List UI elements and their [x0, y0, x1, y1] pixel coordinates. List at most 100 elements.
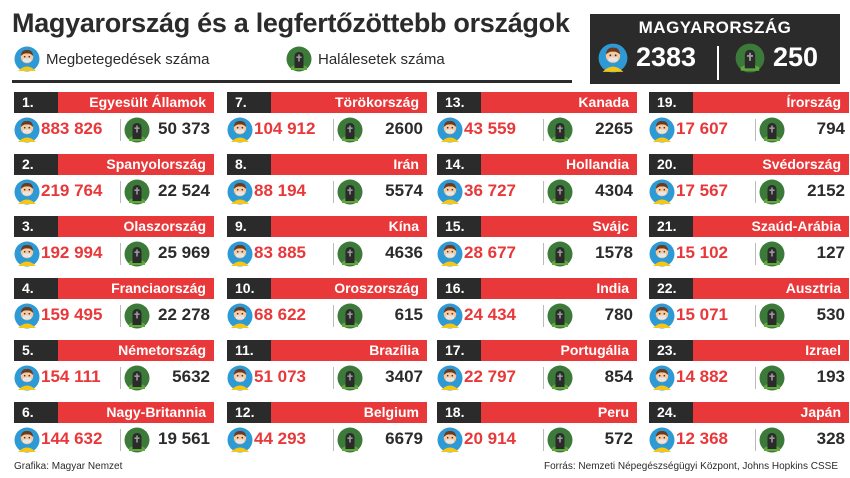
country-card: Portugália 17. 22 797 854 — [437, 338, 637, 400]
country-stats: 144 632 19 561 — [14, 427, 214, 453]
deaths-value: 572 — [604, 429, 633, 448]
country-stats: 36 727 4304 — [437, 179, 637, 205]
country-name: Olaszország — [52, 216, 214, 237]
gravestone-icon — [735, 43, 765, 73]
sick-person-icon — [598, 43, 628, 73]
country-rank: 8. — [227, 154, 271, 175]
country-card: Egyesült Államok 1. 883 826 50 373 — [14, 90, 214, 152]
country-card: Kanada 13. 43 559 2265 — [437, 90, 637, 152]
footer-source: Forrás: Nemzeti Népegészségügyi Központ,… — [543, 461, 838, 472]
gravestone-icon — [124, 303, 150, 329]
stat-divider — [543, 181, 544, 203]
country-header: Svájc 15. — [437, 216, 637, 237]
country-column: Írország 19. 17 607 794 Svédország 20. 17 567 2… — [649, 90, 849, 462]
deaths-value: 1578 — [595, 243, 633, 262]
gravestone-icon — [759, 303, 785, 329]
legend-deaths-label: Halálesetek száma — [318, 50, 445, 68]
country-header: Irán 8. — [227, 154, 427, 175]
country-name: Szaúd-Arábia — [687, 216, 849, 237]
gravestone-icon — [547, 303, 573, 329]
deaths-value: 4304 — [595, 181, 633, 200]
cases-value: 192 994 — [41, 243, 103, 262]
stat-divider — [120, 367, 121, 389]
cases-value: 219 764 — [41, 181, 103, 200]
stat-divider — [755, 119, 756, 141]
cases-value: 17 607 — [676, 119, 728, 138]
gravestone-icon — [759, 179, 785, 205]
hungary-title: MAGYARORSZÁG — [638, 18, 792, 37]
country-header: Németország 5. — [14, 340, 214, 361]
deaths-value: 2152 — [807, 181, 845, 200]
sick-person-icon — [227, 179, 253, 205]
country-stats: 12 368 328 — [649, 427, 849, 453]
country-stats: 15 071 530 — [649, 303, 849, 329]
stat-divider — [333, 243, 334, 265]
stat-divider — [333, 181, 334, 203]
country-name: Franciaország — [52, 278, 214, 299]
stat-divider — [755, 305, 756, 327]
stat-divider — [333, 305, 334, 327]
cases-value: 15 102 — [676, 243, 728, 262]
gravestone-icon — [547, 179, 573, 205]
deaths-value: 854 — [604, 367, 633, 386]
country-name: Kanada — [475, 92, 637, 113]
country-stats: 883 826 50 373 — [14, 117, 214, 143]
country-stats: 104 912 2600 — [227, 117, 427, 143]
deaths-value: 19 561 — [158, 429, 210, 448]
country-header: Szaúd-Arábia 21. — [649, 216, 849, 237]
country-card: Nagy-Britannia 6. 144 632 19 561 — [14, 400, 214, 462]
country-rank: 2. — [14, 154, 58, 175]
country-name: Japán — [687, 402, 849, 423]
country-card: Ausztria 22. 15 071 530 — [649, 276, 849, 338]
gravestone-icon — [547, 117, 573, 143]
deaths-value: 22 278 — [158, 305, 210, 324]
country-stats: 83 885 4636 — [227, 241, 427, 267]
cases-value: 20 914 — [464, 429, 516, 448]
legend-cases-label: Megbetegedések száma — [46, 50, 210, 68]
stat-divider — [333, 429, 334, 451]
country-rank: 10. — [227, 278, 271, 299]
deaths-value: 22 524 — [158, 181, 210, 200]
gravestone-icon — [286, 46, 312, 72]
country-name: Törökország — [265, 92, 427, 113]
deaths-value: 127 — [816, 243, 845, 262]
stat-divider — [543, 119, 544, 141]
country-rank: 5. — [14, 340, 58, 361]
stat-divider — [120, 429, 121, 451]
cases-value: 883 826 — [41, 119, 103, 138]
country-header: Peru 18. — [437, 402, 637, 423]
country-stats: 88 194 5574 — [227, 179, 427, 205]
legend-cases: Megbetegedések száma — [14, 46, 209, 72]
country-column: Egyesült Államok 1. 883 826 50 373 Spanyolor… — [14, 90, 214, 462]
country-name: Németország — [52, 340, 214, 361]
country-header: Brazília 11. — [227, 340, 427, 361]
country-rank: 21. — [649, 216, 693, 237]
gravestone-icon — [337, 117, 363, 143]
hungary-divider — [717, 46, 719, 80]
sick-person-icon — [14, 179, 40, 205]
cases-value: 36 727 — [464, 181, 516, 200]
gravestone-icon — [337, 303, 363, 329]
deaths-value: 2600 — [385, 119, 423, 138]
gravestone-icon — [124, 365, 150, 391]
country-name: Izrael — [687, 340, 849, 361]
sick-person-icon — [14, 117, 40, 143]
hungary-deaths: 250 — [735, 42, 818, 73]
country-card: Oroszország 10. 68 622 615 — [227, 276, 427, 338]
country-stats: 28 677 1578 — [437, 241, 637, 267]
country-stats: 17 567 2152 — [649, 179, 849, 205]
country-name: Hollandia — [475, 154, 637, 175]
sick-person-icon — [14, 46, 40, 72]
gravestone-icon — [547, 427, 573, 453]
cases-value: 154 111 — [41, 367, 101, 386]
deaths-value: 3407 — [385, 367, 423, 386]
sick-person-icon — [227, 241, 253, 267]
country-name: India — [475, 278, 637, 299]
country-column: Törökország 7. 104 912 2600 Irán 8. 88 194 5574… — [227, 90, 427, 462]
country-stats: 15 102 127 — [649, 241, 849, 267]
stat-divider — [543, 305, 544, 327]
sick-person-icon — [14, 427, 40, 453]
country-header: Kanada 13. — [437, 92, 637, 113]
country-header: Írország 19. — [649, 92, 849, 113]
country-stats: 159 495 22 278 — [14, 303, 214, 329]
